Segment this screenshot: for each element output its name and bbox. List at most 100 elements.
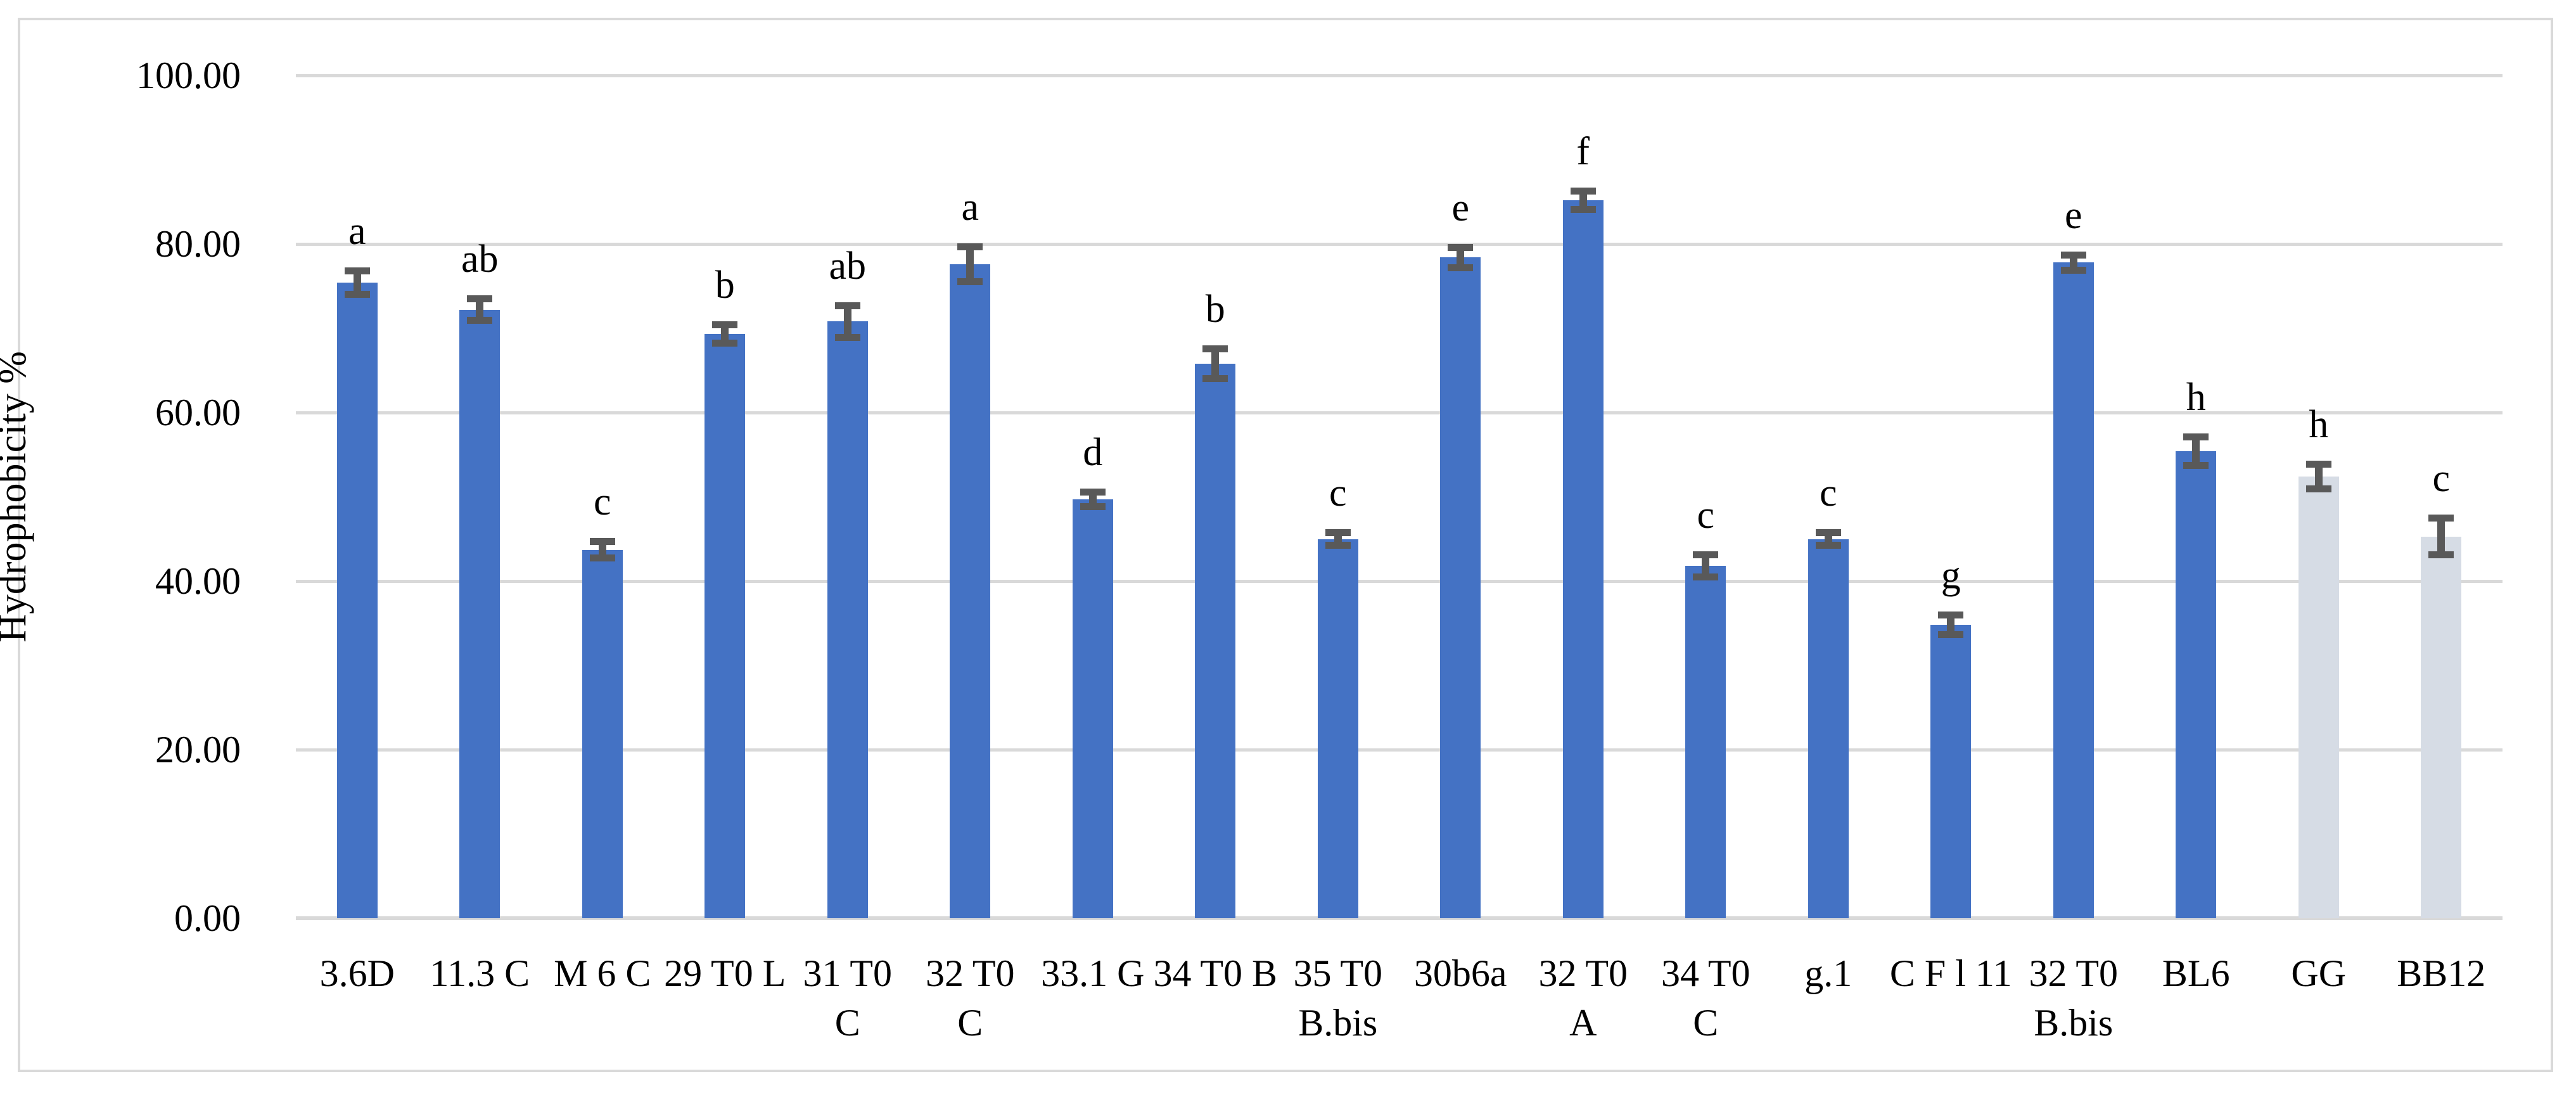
significance-letter: f xyxy=(1576,129,1590,173)
significance-letter: ab xyxy=(461,238,499,281)
bar-column-2: ab xyxy=(419,75,542,918)
error-cap-bottom xyxy=(957,278,983,286)
bar xyxy=(1317,539,1358,918)
y-tick-label-60.00: 60.00 xyxy=(155,392,241,433)
significance-letter: a xyxy=(348,210,366,253)
x-axis-label: 29 T0 L xyxy=(664,952,786,994)
bar xyxy=(2176,451,2217,918)
error-bar xyxy=(589,538,615,562)
bar-column-16: h xyxy=(2135,75,2258,918)
bar xyxy=(950,264,991,918)
bar-column-4: b xyxy=(664,75,787,918)
y-tick-label-100.00: 100.00 xyxy=(136,54,241,96)
error-cap-bottom xyxy=(1448,264,1474,271)
bar xyxy=(2053,262,2094,918)
bar-column-14: g xyxy=(1890,75,2013,918)
x-axis-label: BL6 xyxy=(2162,952,2230,994)
error-bar xyxy=(467,295,493,324)
significance-letter: b xyxy=(715,264,735,307)
significance-letter: h xyxy=(2186,376,2206,419)
significance-letter: e xyxy=(1451,186,1470,229)
bar-column-15: e xyxy=(2012,75,2135,918)
error-line xyxy=(2192,433,2200,470)
error-bar xyxy=(712,321,738,347)
error-cap-bottom xyxy=(1325,542,1351,549)
significance-letter: c xyxy=(1819,471,1837,515)
x-axis-label: M 6 C xyxy=(554,952,651,994)
x-axis-label: C F l 11 xyxy=(1889,952,2012,994)
x-axis-label: 35 T0 B.bis xyxy=(1293,952,1383,1044)
bar-column-17: h xyxy=(2257,75,2380,918)
bar xyxy=(1808,539,1849,918)
error-line xyxy=(1211,345,1220,383)
error-cap-bottom xyxy=(2183,462,2209,470)
gridline-40 xyxy=(296,579,2503,583)
error-bar xyxy=(1938,611,1964,639)
bar-column-12: c xyxy=(1645,75,1768,918)
error-line xyxy=(2314,460,2323,493)
error-cap-bottom xyxy=(1202,375,1228,383)
error-bar xyxy=(957,243,983,286)
plot-area: a ab c b ab a d b c e f c c g e h h c xyxy=(296,74,2503,920)
x-axis-label: 3.6D xyxy=(319,952,395,994)
x-axis-label: 33.1 G xyxy=(1041,952,1145,994)
error-cap-bottom xyxy=(2305,485,2331,493)
y-tick-label-80.00: 80.00 xyxy=(155,223,241,265)
significance-letter: c xyxy=(1329,471,1347,515)
significance-letter: c xyxy=(593,480,611,524)
bar-column-1: a xyxy=(296,75,419,918)
error-cap-bottom xyxy=(712,340,738,347)
error-bar xyxy=(1325,528,1351,549)
y-tick-label-0.00: 0.00 xyxy=(174,897,241,939)
x-axis-label: 34 T0 B xyxy=(1153,952,1278,994)
significance-letter: d xyxy=(1083,430,1103,474)
error-bar xyxy=(1815,528,1841,549)
bar xyxy=(582,549,623,918)
error-cap-bottom xyxy=(1693,573,1719,580)
bar xyxy=(2421,536,2462,918)
x-axis-label: GG xyxy=(2291,952,2347,994)
error-line xyxy=(353,267,361,298)
bar xyxy=(1072,499,1113,918)
bar xyxy=(827,321,868,918)
error-bar xyxy=(1202,345,1228,383)
bar xyxy=(705,334,746,918)
error-line xyxy=(966,243,974,286)
error-bar xyxy=(1570,187,1596,213)
bar-column-6: a xyxy=(909,75,1032,918)
y-tick-label-40.00: 40.00 xyxy=(155,560,241,602)
significance-letter: c xyxy=(1697,494,1715,537)
error-cap-bottom xyxy=(834,333,860,341)
x-axis-label: 32 T0 C xyxy=(925,952,1015,1044)
x-axis-label: 32 T0 B.bis xyxy=(2029,952,2119,1044)
error-cap-bottom xyxy=(2428,551,2454,559)
error-line xyxy=(843,302,851,341)
bar-column-7: d xyxy=(1031,75,1154,918)
error-bar xyxy=(344,267,370,298)
error-line xyxy=(1702,551,1710,580)
error-bar xyxy=(1080,488,1106,511)
bar xyxy=(336,283,378,918)
x-axis-label: 11.3 C xyxy=(430,952,530,994)
bar-column-13: c xyxy=(1767,75,1890,918)
error-cap-bottom xyxy=(1570,205,1596,213)
error-line xyxy=(2437,514,2445,559)
error-cap-bottom xyxy=(1938,631,1964,639)
x-axis-label: 34 T0 C xyxy=(1661,952,1750,1044)
error-bar xyxy=(2305,460,2331,493)
error-bar xyxy=(2428,514,2454,559)
error-cap-bottom xyxy=(1815,542,1841,549)
bar-column-11: f xyxy=(1522,75,1645,918)
x-axis-label: 32 T0 A xyxy=(1538,952,1628,1044)
bar xyxy=(1195,363,1236,918)
error-cap-bottom xyxy=(2060,266,2086,274)
bar-column-9: c xyxy=(1277,75,1400,918)
bar xyxy=(459,309,501,918)
x-axis-line xyxy=(296,916,2503,920)
error-bar xyxy=(1693,551,1719,580)
bar xyxy=(1440,257,1481,918)
x-axis-label: BB12 xyxy=(2397,952,2486,994)
error-cap-bottom xyxy=(1080,503,1106,511)
bar-column-8: b xyxy=(1154,75,1277,918)
